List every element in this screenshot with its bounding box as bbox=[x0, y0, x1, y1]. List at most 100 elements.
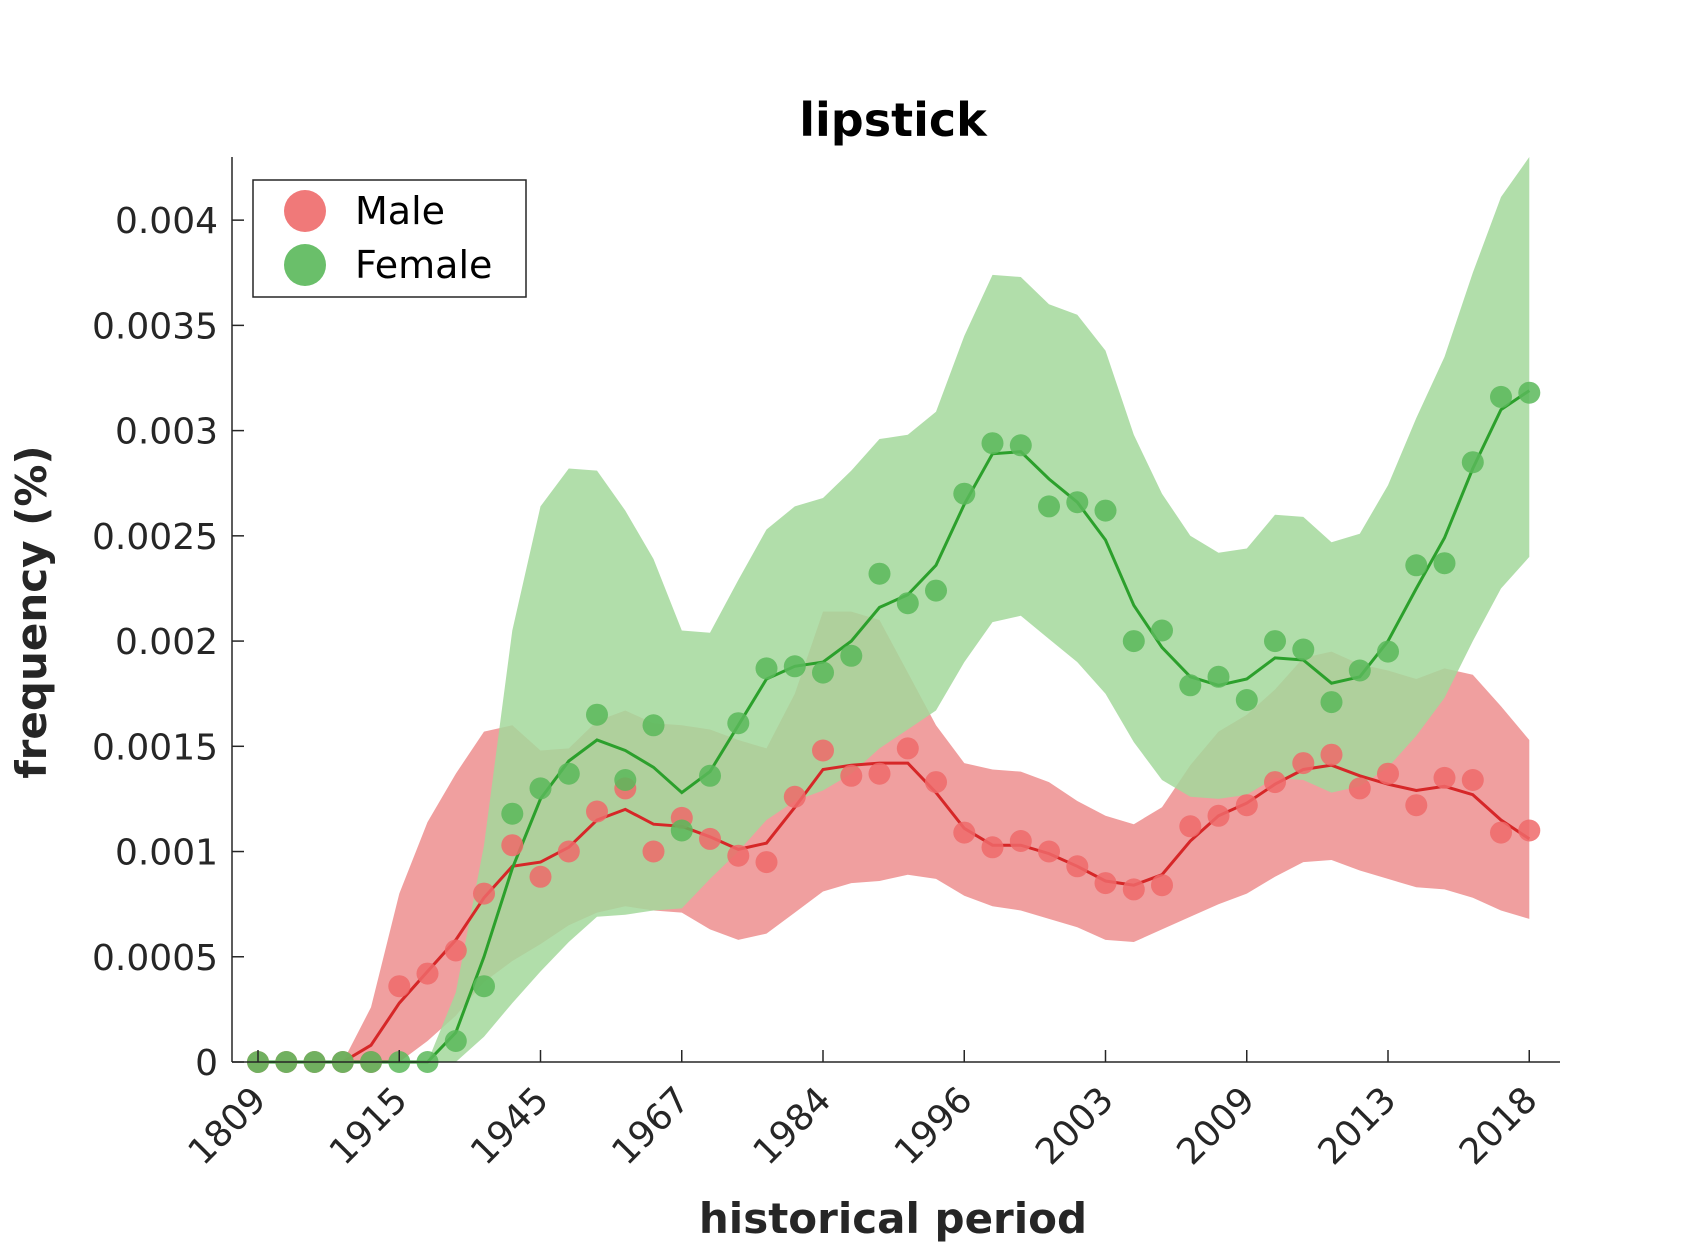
female-point bbox=[1292, 638, 1315, 661]
female-point bbox=[1518, 381, 1541, 404]
y-tick-label: 0.001 bbox=[115, 833, 218, 874]
male-point bbox=[1490, 821, 1512, 844]
y-tick-label: 0.0015 bbox=[92, 727, 218, 768]
female-point bbox=[473, 975, 495, 998]
female-point bbox=[557, 762, 580, 785]
female-point bbox=[981, 432, 1004, 455]
female-point bbox=[699, 764, 721, 787]
female-point bbox=[1377, 640, 1399, 663]
male-point bbox=[1264, 771, 1286, 794]
legend-label-female: Female bbox=[355, 243, 492, 287]
female-point bbox=[614, 769, 637, 791]
x-tick-label: 1996 bbox=[887, 1079, 981, 1173]
legend-label-male: Male bbox=[355, 189, 445, 233]
female-point bbox=[1066, 491, 1089, 514]
male-point bbox=[1433, 766, 1456, 789]
male-point bbox=[1405, 794, 1428, 817]
female-point bbox=[1320, 691, 1343, 714]
female-point bbox=[642, 714, 665, 737]
confidence-bands bbox=[258, 157, 1530, 1062]
male-point bbox=[1179, 815, 1202, 838]
x-axis-title: historical period bbox=[699, 1194, 1087, 1243]
female-point bbox=[812, 661, 834, 684]
legend: Male Female bbox=[252, 179, 527, 298]
male-point bbox=[783, 785, 806, 808]
legend-marker-female bbox=[284, 244, 326, 286]
y-tick-label: 0.0005 bbox=[92, 938, 218, 979]
male-point bbox=[981, 836, 1004, 859]
female-point bbox=[727, 712, 750, 735]
female-point bbox=[1122, 630, 1145, 653]
male-point bbox=[1066, 855, 1089, 878]
male-point bbox=[557, 840, 580, 863]
y-tick-label: 0.002 bbox=[115, 622, 218, 663]
male-point bbox=[388, 975, 411, 998]
male-point bbox=[1377, 762, 1399, 785]
male-point bbox=[473, 882, 495, 905]
male-point bbox=[925, 771, 947, 794]
female-point bbox=[953, 482, 976, 505]
male-trend-line bbox=[258, 761, 1531, 1064]
male-point bbox=[868, 762, 891, 785]
x-tick-label: 1984 bbox=[746, 1079, 840, 1173]
female-point bbox=[586, 703, 608, 726]
male-point bbox=[1461, 769, 1484, 791]
female-trend-line bbox=[258, 389, 1531, 1064]
male-point bbox=[1320, 743, 1343, 766]
female-point bbox=[1235, 689, 1258, 711]
male-point bbox=[1038, 840, 1060, 863]
male-point bbox=[529, 865, 552, 888]
male-point bbox=[1151, 874, 1173, 897]
male-point bbox=[727, 844, 750, 867]
male-point bbox=[1094, 872, 1117, 895]
male-point bbox=[444, 939, 467, 962]
female-point bbox=[1207, 665, 1230, 688]
female-point bbox=[1405, 554, 1428, 577]
female-confidence-band bbox=[258, 157, 1530, 1062]
y-tick-label: 0.0035 bbox=[92, 306, 218, 347]
male-confidence-band bbox=[258, 611, 1530, 1062]
female-point bbox=[1264, 630, 1286, 653]
female-point bbox=[1094, 499, 1117, 522]
female-point bbox=[925, 579, 947, 602]
female-point bbox=[529, 777, 552, 800]
data-points bbox=[247, 381, 1541, 1073]
male-point bbox=[1235, 794, 1258, 817]
male-point bbox=[1207, 804, 1230, 827]
male-point bbox=[416, 962, 439, 985]
male-point bbox=[642, 840, 665, 863]
male-point bbox=[1292, 752, 1315, 775]
male-point bbox=[586, 800, 608, 823]
female-point bbox=[1038, 495, 1060, 518]
male-point bbox=[1009, 830, 1032, 852]
female-point bbox=[896, 592, 919, 615]
female-point bbox=[1179, 674, 1202, 697]
x-tick-label: 1967 bbox=[604, 1079, 698, 1173]
female-point bbox=[840, 644, 863, 667]
male-point bbox=[1348, 777, 1371, 800]
x-tick-label: 2013 bbox=[1311, 1079, 1405, 1173]
x-tick-label: 1945 bbox=[463, 1079, 557, 1173]
female-point bbox=[1151, 619, 1173, 642]
trend-lines bbox=[258, 389, 1531, 1064]
legend-marker-male bbox=[284, 190, 326, 232]
female-point bbox=[670, 819, 693, 842]
male-point bbox=[501, 834, 524, 857]
male-point bbox=[812, 739, 834, 762]
female-point bbox=[755, 657, 778, 680]
female-point bbox=[1490, 385, 1512, 408]
y-tick-label: 0.004 bbox=[115, 201, 218, 242]
y-axis-title: frequency (%) bbox=[7, 445, 56, 778]
female-point bbox=[1433, 552, 1456, 575]
x-tick-label: 2009 bbox=[1169, 1079, 1263, 1173]
female-point bbox=[501, 802, 524, 825]
x-tick-label: 2018 bbox=[1452, 1079, 1546, 1173]
female-point bbox=[444, 1030, 467, 1052]
male-point bbox=[1122, 878, 1145, 901]
x-tick-label: 2003 bbox=[1028, 1079, 1122, 1173]
female-point bbox=[1009, 434, 1032, 457]
female-point bbox=[783, 655, 806, 678]
x-tick-label: 1915 bbox=[322, 1079, 416, 1173]
male-point bbox=[699, 827, 721, 850]
